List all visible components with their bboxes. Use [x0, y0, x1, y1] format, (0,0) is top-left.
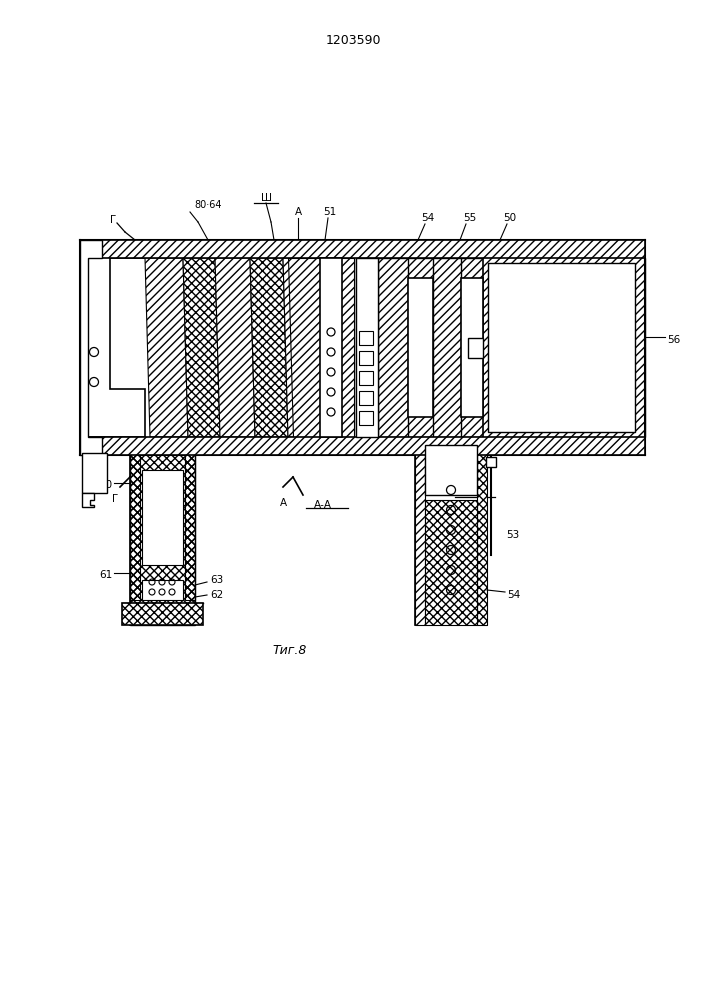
Bar	[122, 603, 203, 625]
Bar	[130, 445, 195, 625]
Bar	[486, 457, 496, 467]
Bar	[378, 258, 408, 437]
Text: 55: 55	[463, 213, 477, 223]
Bar	[130, 445, 195, 625]
Text: Г: Г	[112, 494, 118, 504]
Text: 61: 61	[99, 570, 112, 580]
Text: 63: 63	[210, 575, 223, 585]
Polygon shape	[82, 493, 94, 507]
Polygon shape	[183, 258, 220, 437]
Bar	[425, 445, 477, 495]
Polygon shape	[288, 258, 354, 437]
Bar	[433, 258, 461, 437]
Polygon shape	[80, 240, 102, 455]
Bar	[359, 351, 373, 365]
Text: 60: 60	[99, 480, 112, 490]
Text: 53: 53	[506, 530, 519, 540]
Bar	[356, 258, 378, 437]
Bar	[130, 445, 140, 600]
Bar	[425, 500, 477, 625]
Polygon shape	[145, 258, 188, 437]
Bar	[468, 338, 483, 358]
Text: 62: 62	[210, 590, 223, 600]
Polygon shape	[215, 258, 255, 437]
Bar	[142, 580, 183, 600]
Text: Τиг.8: Τиг.8	[273, 644, 307, 656]
Text: 50: 50	[503, 213, 517, 223]
Text: А-А: А-А	[466, 488, 484, 498]
Bar	[359, 371, 373, 385]
Text: 56: 56	[667, 335, 680, 345]
Bar	[483, 240, 645, 455]
Text: 80·64: 80·64	[194, 200, 222, 210]
Bar	[80, 437, 645, 455]
Polygon shape	[80, 240, 145, 437]
Bar	[477, 445, 487, 625]
Text: 54: 54	[507, 590, 520, 600]
Bar	[185, 445, 195, 600]
Text: 51: 51	[323, 207, 337, 217]
Bar	[80, 240, 645, 258]
Text: Ш: Ш	[260, 193, 271, 203]
Polygon shape	[283, 258, 323, 437]
Text: 54: 54	[421, 213, 435, 223]
Text: Г: Г	[110, 215, 116, 225]
Text: А: А	[294, 207, 302, 217]
Bar	[142, 470, 183, 565]
Bar	[320, 258, 342, 437]
Bar	[488, 263, 635, 432]
Bar	[359, 411, 373, 425]
Text: Г-Г: Г-Г	[152, 497, 168, 507]
Polygon shape	[250, 258, 288, 437]
Text: 1203590: 1203590	[325, 33, 381, 46]
Bar	[415, 445, 487, 625]
Bar	[461, 278, 483, 417]
Bar	[82, 453, 107, 493]
Bar	[408, 278, 433, 417]
Bar	[359, 331, 373, 345]
Bar	[415, 445, 425, 625]
Bar	[359, 391, 373, 405]
Bar	[356, 258, 645, 437]
Text: А: А	[279, 498, 286, 508]
Text: А-А: А-А	[314, 500, 332, 510]
